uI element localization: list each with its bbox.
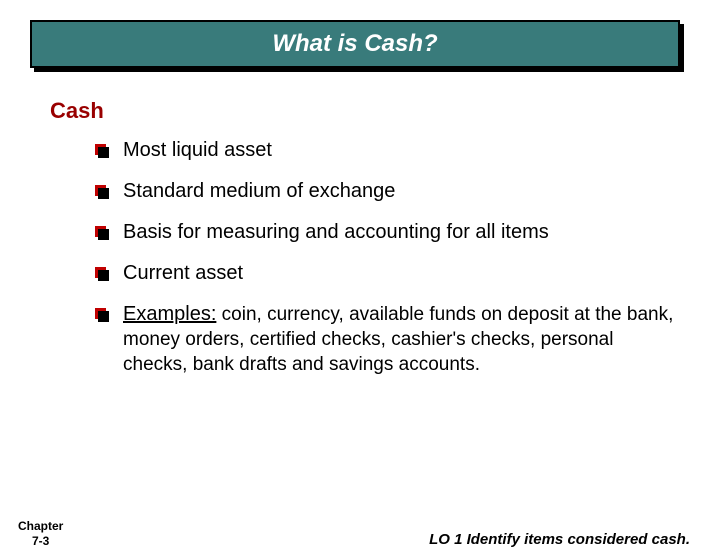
bullet-text: Examples: coin, currency, available fund… — [123, 302, 680, 377]
bullet-icon — [95, 267, 109, 281]
list-item: Current asset — [95, 261, 680, 286]
slide-footer: Chapter 7-3 LO 1 Identify items consider… — [0, 519, 720, 548]
chapter-line1: Chapter — [18, 519, 63, 533]
section-heading: Cash — [50, 98, 720, 124]
slide-title: What is Cash? — [272, 30, 437, 58]
bullet-text: Standard medium of exchange — [123, 179, 680, 204]
list-item: Standard medium of exchange — [95, 179, 680, 204]
bullet-text: Most liquid asset — [123, 138, 680, 163]
examples-lead: Examples: — [123, 303, 216, 325]
list-item: Examples: coin, currency, available fund… — [95, 302, 680, 377]
chapter-label: Chapter 7-3 — [18, 519, 63, 548]
bullet-icon — [95, 308, 109, 322]
bullet-text: Basis for measuring and accounting for a… — [123, 220, 680, 245]
bullet-icon — [95, 144, 109, 158]
bullet-icon — [95, 185, 109, 199]
list-item: Most liquid asset — [95, 138, 680, 163]
bullet-list: Most liquid asset Standard medium of exc… — [95, 138, 680, 377]
bullet-icon — [95, 226, 109, 240]
list-item: Basis for measuring and accounting for a… — [95, 220, 680, 245]
title-bar-face: What is Cash? — [30, 20, 680, 68]
chapter-line2: 7-3 — [18, 534, 63, 548]
bullet-text: Current asset — [123, 261, 680, 286]
title-bar: What is Cash? — [30, 20, 680, 68]
